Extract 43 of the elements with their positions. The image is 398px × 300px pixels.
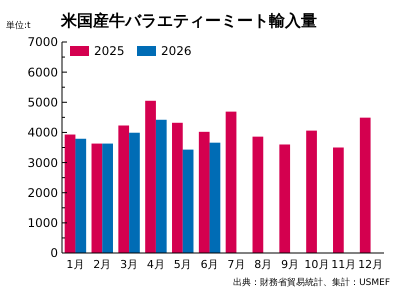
bar	[279, 144, 290, 253]
x-tick-label: 6月	[200, 258, 219, 271]
bar	[75, 138, 86, 253]
x-tick-label: 9月	[281, 258, 300, 271]
x-tick-label: 2月	[93, 258, 112, 271]
y-tick-label: 1000	[27, 216, 58, 230]
source-note: 出典：財務省貿易統計、集計：USMEF	[233, 277, 390, 288]
y-tick-label: 2000	[27, 186, 58, 200]
x-tick-label: 10月	[304, 258, 330, 271]
x-tick-label: 8月	[254, 258, 272, 271]
bar	[172, 122, 183, 253]
chart-title: 米国産牛バラエティーミート輸入量	[60, 11, 317, 30]
y-tick-label: 5000	[27, 95, 58, 110]
x-tick-label: 11月	[331, 258, 356, 271]
y-tick-label: 3000	[27, 156, 58, 170]
bar	[64, 134, 76, 253]
bar	[129, 132, 140, 253]
legend-label: 2026	[161, 44, 192, 58]
bar	[226, 112, 236, 253]
x-tick-label: 7月	[227, 258, 246, 271]
x-tick-label: 5月	[174, 258, 192, 271]
y-axis-title: 単位:t	[6, 20, 32, 31]
x-tick-label: 3月	[120, 258, 138, 271]
y-tick-label: 4000	[27, 126, 58, 140]
y-tick-label: 0	[50, 246, 58, 260]
bar	[210, 142, 220, 253]
bar	[306, 130, 317, 253]
bar	[360, 118, 371, 253]
bar	[145, 100, 156, 253]
bar	[92, 144, 102, 253]
bar	[333, 148, 344, 253]
y-tick-label: 6000	[27, 65, 58, 80]
legend-label: 2025	[94, 44, 125, 58]
bar	[156, 120, 167, 253]
x-tick-label: 12月	[358, 258, 384, 271]
y-tick-label: 7000	[27, 35, 58, 50]
x-tick-label: 1月	[66, 258, 84, 271]
bar	[102, 144, 113, 253]
bar	[252, 136, 264, 253]
bar	[182, 150, 194, 253]
bar	[198, 132, 210, 253]
x-tick-label: 4月	[146, 258, 165, 271]
bar	[118, 125, 130, 253]
